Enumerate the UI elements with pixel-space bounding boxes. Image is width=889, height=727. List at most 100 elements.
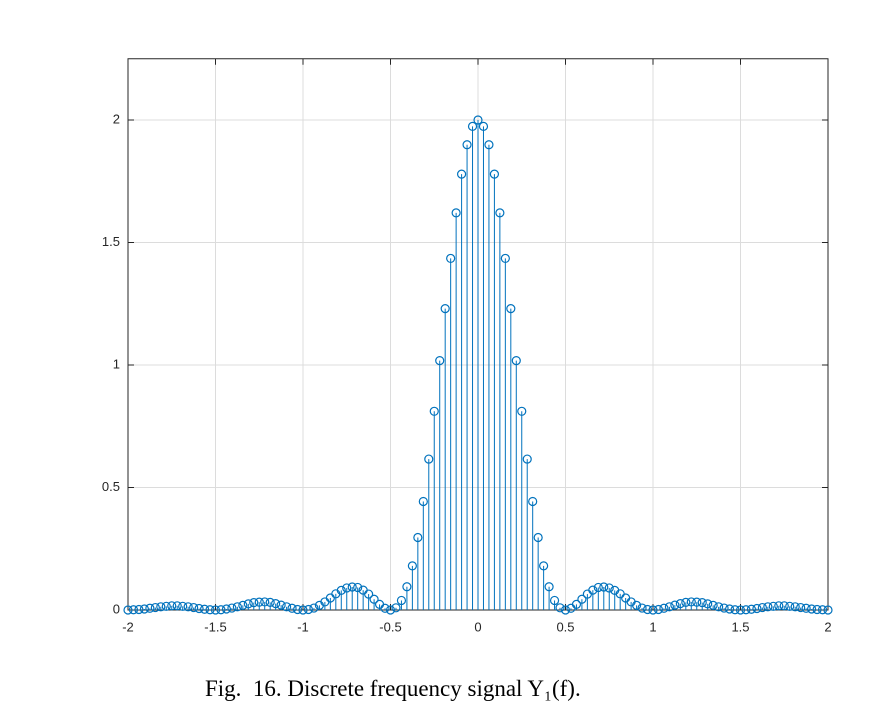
x-tick-label: 2 — [824, 619, 831, 634]
stem-marker — [243, 599, 253, 609]
stem-marker — [238, 600, 248, 610]
stem-marker — [637, 603, 647, 613]
stem-marker — [746, 604, 757, 614]
stem-marker — [407, 561, 417, 571]
x-tick-label: 0 — [474, 619, 481, 634]
stem-marker — [287, 603, 297, 613]
stem-marker — [402, 582, 412, 592]
x-tick-label: -1 — [297, 619, 309, 634]
stem-marker — [500, 253, 510, 264]
stem-marker — [741, 605, 751, 615]
stem-marker — [216, 605, 226, 615]
stem-marker — [675, 599, 685, 609]
stem-marker — [292, 604, 303, 615]
stem-marker — [424, 454, 434, 464]
stem-marker — [714, 602, 724, 612]
stem-marker — [128, 605, 139, 615]
stem-marker — [506, 304, 516, 314]
stem-marker — [260, 597, 270, 607]
stem-marker — [763, 602, 773, 612]
stem-marker — [648, 605, 658, 615]
stem-marker — [347, 582, 357, 592]
stem-marker — [249, 598, 259, 608]
stem-marker — [194, 603, 204, 614]
stem-marker — [670, 600, 680, 610]
stem-marker — [664, 602, 675, 612]
stem-marker — [785, 601, 795, 611]
stem-marker — [369, 594, 379, 604]
stem-marker — [462, 140, 472, 150]
stem-marker — [199, 604, 210, 614]
stem-marker — [189, 602, 199, 613]
stem-marker — [150, 602, 160, 613]
stem-marker — [796, 602, 806, 613]
stem-marker — [659, 603, 669, 613]
stem-marker — [571, 599, 582, 609]
stem-marker — [774, 601, 784, 611]
stem-marker — [232, 602, 242, 612]
stem-marker — [205, 605, 215, 615]
stem-marker — [511, 355, 521, 366]
stem-marker — [353, 582, 363, 593]
y-tick-label: 1 — [113, 356, 120, 371]
stem-marker — [686, 597, 696, 607]
stem-marker — [697, 598, 707, 608]
stem-marker — [489, 169, 500, 179]
stem-marker — [254, 597, 264, 607]
stem-marker — [467, 121, 478, 131]
stem-marker — [708, 600, 718, 610]
x-tick-label: -2 — [122, 619, 134, 634]
stem-marker — [549, 595, 560, 606]
stem-marker — [183, 602, 193, 612]
stem-marker — [544, 582, 554, 592]
stem-marker — [484, 140, 494, 150]
stem-marker — [823, 605, 833, 615]
stem-marker — [440, 304, 450, 314]
stem-marker — [790, 602, 800, 612]
stem-marker — [560, 605, 571, 615]
stem-marker — [145, 603, 155, 613]
y-tick-label: 2 — [113, 111, 120, 126]
stem-marker — [539, 561, 549, 571]
stem-marker — [364, 589, 374, 599]
stem-marker — [161, 601, 171, 611]
stem-marker — [473, 115, 483, 125]
stem-marker — [265, 597, 275, 608]
chart: -2 -1.5 -1 -0.5 0 0.5 1 1.5 2 0 0.5 1 1.5 2 — [102, 58, 833, 634]
stem-marker — [631, 600, 642, 610]
stem-marker — [806, 604, 817, 614]
stem-marker — [396, 595, 407, 606]
x-tick-label: 1.5 — [731, 619, 749, 634]
stem-marker — [391, 603, 401, 613]
x-tick-label: 0.5 — [556, 619, 574, 634]
stem-marker — [642, 604, 653, 615]
stem-marker — [779, 601, 789, 611]
stem-marker — [681, 597, 691, 608]
stem-marker — [271, 599, 281, 609]
stem-marker — [533, 532, 543, 543]
stem-marker — [303, 604, 314, 615]
stem-marker — [221, 604, 232, 614]
stem-marker — [210, 605, 221, 615]
stem-marker — [227, 603, 237, 613]
x-tick-label: -1.5 — [204, 619, 226, 634]
stem-marker — [735, 605, 746, 615]
stem-marker — [134, 604, 144, 615]
stem-marker — [123, 605, 133, 615]
stem-marker — [172, 601, 182, 611]
caption: Fig. 16. Discrete frequency signal Y₁(f)… — [205, 676, 581, 701]
stem-marker — [385, 605, 396, 615]
stem-marker — [156, 602, 166, 612]
stem-marker — [593, 582, 603, 593]
stem-marker — [757, 602, 767, 613]
stem-marker — [478, 121, 489, 131]
stem-marker — [336, 585, 346, 596]
stem-marker — [752, 603, 762, 614]
stem-marker — [653, 604, 664, 615]
stem-marker — [446, 253, 456, 264]
stem-marker — [812, 604, 822, 615]
stem-marker — [429, 406, 439, 416]
stem-marker — [724, 604, 735, 614]
stem-marker — [418, 496, 428, 507]
